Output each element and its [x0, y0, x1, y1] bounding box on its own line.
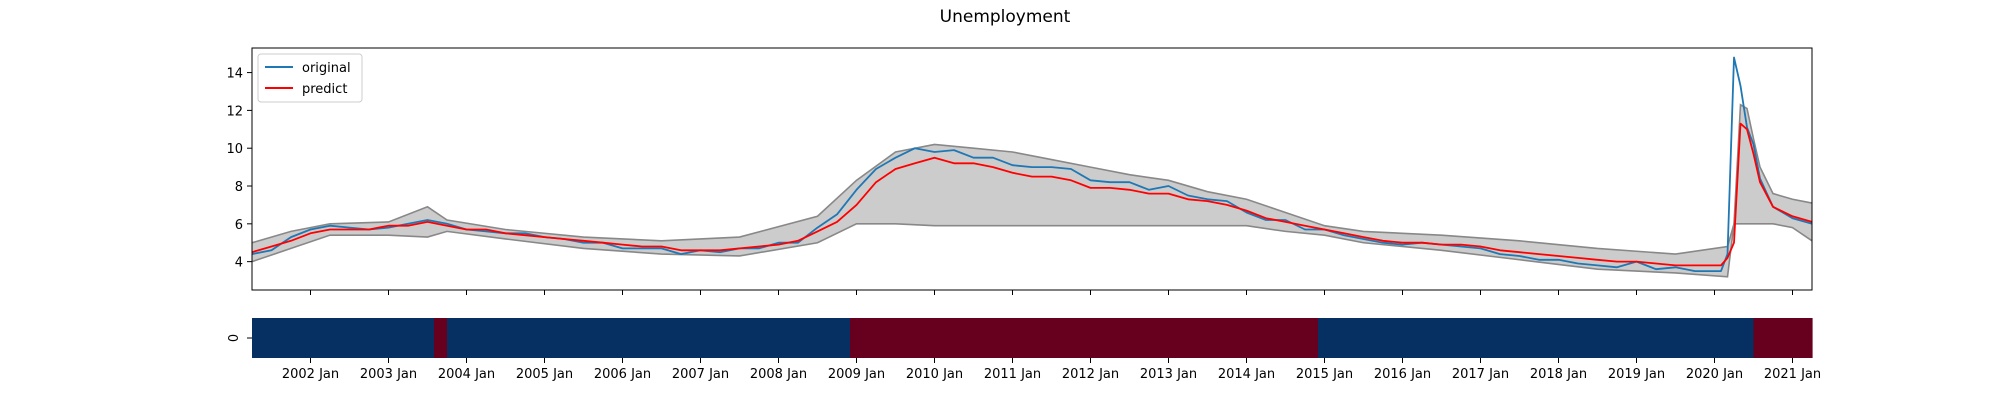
interval-lower-edge — [251, 223, 1813, 278]
x-tick-label: 2005 Jan — [516, 367, 573, 382]
x-tick-label: 2020 Jan — [1686, 367, 1743, 382]
x-tick-label: 2008 Jan — [750, 367, 807, 382]
state-segment-low — [1318, 318, 1755, 358]
y-tick-label: 12 — [226, 104, 243, 119]
x-tick-label: 2014 Jan — [1218, 367, 1275, 382]
x-tick-label: 2021 Jan — [1764, 367, 1821, 382]
x-tick-label: 2002 Jan — [282, 367, 339, 382]
x-tick-label: 2016 Jan — [1374, 367, 1431, 382]
prediction-interval-band — [252, 104, 1812, 277]
x-tick-label: 2017 Jan — [1452, 367, 1509, 382]
chart-title: Unemployment — [940, 7, 1071, 27]
main-plot-frame — [251, 47, 1813, 291]
series-line-predict — [251, 122, 1813, 267]
x-tick-label: 2013 Jan — [1140, 367, 1197, 382]
x-tick-label: 2007 Jan — [672, 367, 729, 382]
state-segment-low — [252, 318, 435, 358]
x-tick-label: 2003 Jan — [360, 367, 417, 382]
state-heatmap: 0 2002 Jan 2003 Jan 2004 Jan 2005 Jan 2006 Ja… — [227, 318, 1821, 382]
state-segment-low — [447, 318, 851, 358]
heatmap-row-label: 0 — [227, 334, 242, 342]
x-tick-label: 2018 Jan — [1530, 367, 1587, 382]
x-tick-label: 2011 Jan — [984, 367, 1041, 382]
x-tick-label: 2010 Jan — [906, 367, 963, 382]
series-line-original — [251, 56, 1813, 273]
y-tick-label: 10 — [226, 142, 243, 157]
state-segment-high — [434, 318, 448, 358]
y-tick-label: 8 — [235, 180, 243, 195]
legend: original predict — [257, 53, 363, 103]
y-tick-label: 14 — [226, 67, 243, 82]
y-tick-label: 4 — [235, 256, 243, 271]
x-tick-label: 2004 Jan — [438, 367, 495, 382]
legend-label-predict: predict — [302, 82, 347, 97]
y-tick-label: 6 — [235, 218, 243, 233]
legend-label-original: original — [302, 61, 351, 76]
main-plot: 4 6 8 10 12 14 — [226, 47, 1813, 295]
x-tick-label: 2015 Jan — [1296, 367, 1353, 382]
x-tick-label: 2009 Jan — [828, 367, 885, 382]
x-tick-label: 2019 Jan — [1608, 367, 1665, 382]
state-segment-high — [1753, 318, 1813, 358]
x-tick-label: 2006 Jan — [594, 367, 651, 382]
x-tick-label: 2012 Jan — [1062, 367, 1119, 382]
state-segment-high — [850, 318, 1319, 358]
interval-upper-edge — [251, 103, 1813, 255]
